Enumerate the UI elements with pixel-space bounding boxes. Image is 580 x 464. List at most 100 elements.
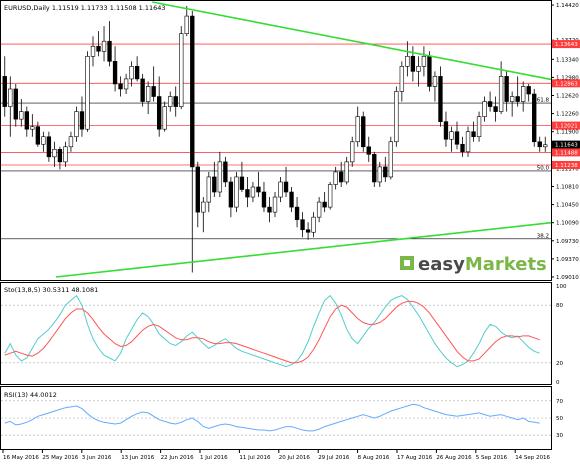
rsi-header: RSI(13) 44.0012: [4, 391, 57, 399]
candle-body: [8, 88, 13, 107]
brand-logo-text: easyMarkets: [418, 254, 547, 275]
candle-body: [289, 191, 294, 208]
candle-body: [90, 45, 96, 57]
price-tag-label: 1.12863: [555, 81, 578, 87]
candle-body: [465, 131, 471, 153]
candle-body: [261, 191, 267, 208]
candle-body: [256, 186, 261, 193]
candle-body: [107, 40, 112, 62]
candle-body: [305, 229, 311, 233]
candle-body: [460, 143, 465, 153]
candle-body: [162, 106, 167, 130]
candle-body: [278, 181, 283, 198]
candle-body: [399, 66, 405, 92]
candle-body: [504, 76, 509, 102]
candle-body: [140, 78, 145, 102]
candle-body: [454, 131, 460, 145]
main-header: EURUSD,Daily 1.11519 1.11733 1.11508 1.1…: [4, 4, 166, 12]
candle-body: [316, 201, 322, 218]
candle-body: [157, 96, 162, 130]
candle-body: [123, 78, 129, 90]
rsi-panel: RSI(13) 44.0012 70 50 30: [0, 386, 563, 450]
candle-body: [355, 116, 360, 143]
y-axis-tick-label: 1.14420: [556, 3, 579, 9]
date-axis-label: 14 Sep 2016: [515, 455, 550, 461]
candle-body: [190, 15, 195, 168]
candle-body: [294, 206, 300, 220]
candle-body: [476, 116, 482, 138]
candle-body: [487, 101, 493, 107]
y-axis-tick-label: 1.10090: [556, 221, 579, 227]
candle-body: [30, 126, 35, 130]
candle-body: [151, 86, 156, 97]
y-axis-tick-label: 1.10450: [556, 203, 579, 209]
candle-body: [526, 86, 531, 95]
fib-level-label: 61.8: [537, 98, 550, 104]
candle-body: [41, 136, 46, 145]
candle-body: [184, 15, 189, 34]
candle-body: [498, 76, 504, 112]
main-y-axis: 1.144201.137201.133401.129801.126201.122…: [551, 3, 580, 281]
candle-body: [416, 66, 421, 72]
candle-body: [482, 101, 487, 117]
price-tag: [552, 160, 580, 169]
date-axis-label: 16 May 2016: [3, 455, 39, 461]
candle-body: [228, 181, 234, 208]
candle-body: [250, 186, 256, 198]
candle-body: [239, 176, 245, 190]
date-axis-label: 22 Jun 2016: [161, 455, 195, 461]
candle-body: [24, 111, 29, 130]
brand-logo-mark-inner: [404, 260, 410, 266]
y-axis-tick-label: 1.09010: [556, 275, 579, 281]
rsi-axis-label: 50: [556, 416, 563, 422]
date-axis-label: 3 Jun 2016: [82, 455, 112, 461]
candle-body: [85, 55, 90, 130]
price-tag: [552, 79, 580, 88]
candle-body: [46, 136, 52, 158]
candle-body: [421, 55, 427, 67]
candle-body: [322, 201, 327, 208]
rsi-axis-label: 70: [556, 399, 563, 405]
price-tag-label: 1.12021: [555, 124, 578, 130]
brand-logo: easyMarkets: [400, 254, 547, 275]
candle-body: [521, 86, 526, 102]
candle-body: [471, 131, 476, 138]
candle-body: [35, 126, 41, 145]
candle-body: [272, 196, 278, 213]
candle-body: [543, 144, 548, 148]
candle-body: [129, 66, 134, 80]
candle-body: [405, 55, 410, 67]
candle-body: [223, 161, 228, 183]
y-axis-tick-label: 1.13340: [556, 57, 579, 63]
price-tag: [552, 121, 580, 130]
date-axis-label: 20 Jul 2016: [279, 455, 311, 461]
candle-body: [377, 166, 382, 183]
candle-body: [206, 176, 211, 203]
candle-body: [173, 96, 178, 107]
candle-body: [438, 76, 443, 122]
candle-body: [2, 76, 7, 107]
y-axis-tick-label: 1.12260: [556, 112, 579, 118]
candle-body: [394, 91, 399, 143]
candle-body: [112, 61, 118, 85]
candle-body: [410, 55, 416, 72]
candle-body: [300, 219, 305, 231]
brand-prefix: easy: [418, 254, 465, 275]
candle-body: [101, 40, 107, 52]
candle-body: [372, 154, 377, 183]
stochastic-signal-line: [4, 300, 540, 364]
candle-body: [145, 86, 151, 102]
fib-level-label: 38.2: [537, 233, 549, 239]
candle-body: [493, 106, 498, 112]
y-axis-tick-label: 1.12620: [556, 94, 579, 100]
candle-body: [537, 141, 542, 148]
fib-level-label: 50.0: [537, 165, 550, 171]
stochastic-axis-label: 0: [556, 380, 560, 386]
stochastic-header: Sto(13,8,5) 30.5311 48.1081: [4, 286, 98, 294]
y-axis-tick-label: 1.09730: [556, 239, 579, 245]
stochastic-axis-label: 20: [556, 361, 563, 367]
rsi-y-axis: 70 50 30: [556, 399, 563, 439]
stochastic-panel: Sto(13,8,5) 30.5311 48.1081 100 80 20 0: [0, 282, 567, 386]
date-axis-label: 29 Jul 2016: [318, 455, 350, 461]
